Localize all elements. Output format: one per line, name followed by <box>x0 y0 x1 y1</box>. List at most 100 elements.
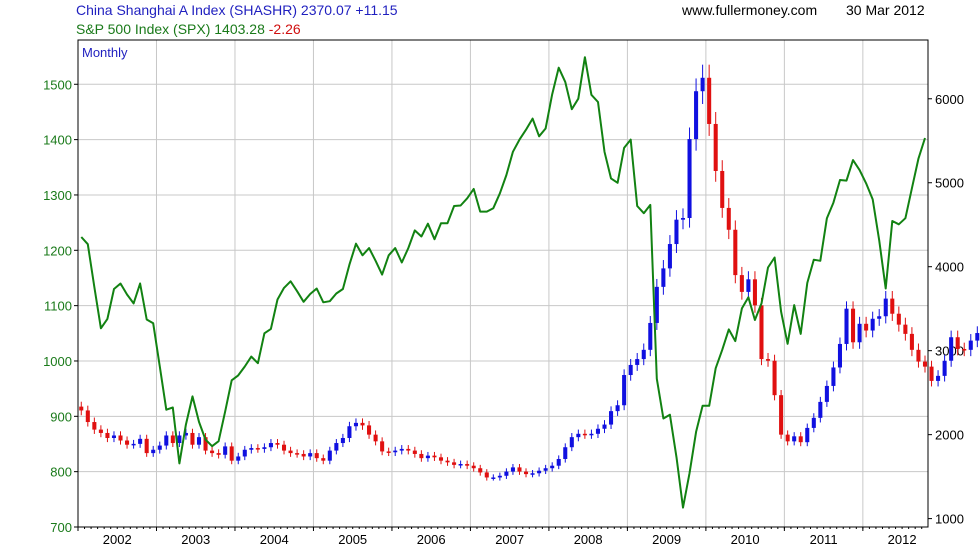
x-axis-tick-label: 2002 <box>103 532 132 547</box>
candle-body <box>929 366 934 381</box>
x-axis-tick-label: 2010 <box>731 532 760 547</box>
candle-body <box>713 123 718 171</box>
left-axis-tick-label: 1500 <box>43 77 72 92</box>
right-axis-tick-label: 5000 <box>935 176 964 191</box>
candle-body <box>792 436 797 442</box>
candle-body <box>851 308 856 343</box>
series2-change: -2.26 <box>268 21 301 37</box>
candle-body <box>602 424 607 429</box>
candle-body <box>465 464 470 466</box>
candle-body <box>870 318 875 331</box>
candle-body <box>661 268 666 287</box>
candle-body <box>144 438 149 454</box>
candle-body <box>949 337 954 361</box>
candle-body <box>471 465 476 469</box>
candle-body <box>844 308 849 344</box>
candle-body <box>543 468 548 471</box>
candle-body <box>170 435 175 444</box>
spx-line <box>80 56 926 509</box>
right-axis-tick-label: 2000 <box>935 428 964 443</box>
candle-body <box>458 464 463 466</box>
candle-body <box>537 470 542 474</box>
candle-body <box>367 425 372 435</box>
candle-body <box>164 435 169 446</box>
candle-body <box>85 410 90 423</box>
right-axis-tick-label: 6000 <box>935 92 964 107</box>
series2-legend: S&P 500 Index (SPX) 1403.28 -2.26 <box>76 21 301 37</box>
candle-body <box>700 77 705 92</box>
candle-body <box>635 359 640 365</box>
candle-body <box>962 348 967 351</box>
candle-body <box>615 405 620 412</box>
candle-body <box>975 333 980 341</box>
candle-body <box>308 453 313 457</box>
candle-body <box>877 316 882 319</box>
candle-body <box>831 367 836 386</box>
candle-body <box>622 375 627 406</box>
candle-body <box>262 447 267 449</box>
frequency-label: Monthly <box>82 45 128 60</box>
candle-body <box>190 432 195 445</box>
candle-body <box>569 437 574 448</box>
right-axis-tick-label: 1000 <box>935 512 964 527</box>
candle-body <box>955 337 960 349</box>
left-axis-tick-label: 1100 <box>44 299 72 314</box>
candle-body <box>334 443 339 451</box>
candle-body <box>452 462 457 465</box>
candle-body <box>105 432 110 438</box>
candle-body <box>360 422 365 426</box>
candle-body <box>131 443 136 446</box>
series1-name: China Shanghai A Index (SHASHR) <box>76 2 298 18</box>
x-axis-tick-label: 2004 <box>260 532 289 547</box>
candle-body <box>412 450 417 454</box>
candle-body <box>196 437 202 445</box>
candle-body <box>523 471 529 475</box>
left-axis-tick-label: 1000 <box>43 354 72 369</box>
candle-body <box>419 453 424 459</box>
candle-body <box>609 411 614 425</box>
candle-body <box>484 472 489 478</box>
left-axis-tick-label: 800 <box>50 465 72 480</box>
candle-body <box>288 450 293 454</box>
candle-body <box>752 279 757 306</box>
x-axis-tick-label: 2012 <box>888 532 917 547</box>
candle-body <box>79 406 84 411</box>
left-axis-tick-label: 1300 <box>43 188 72 203</box>
candle-body <box>968 340 973 350</box>
series1-legend: China Shanghai A Index (SHASHR) 2370.07 … <box>76 2 398 18</box>
candle-body <box>353 422 358 427</box>
candle-body <box>864 323 869 331</box>
plot-frame <box>77 39 929 528</box>
candle-body <box>890 298 895 314</box>
candle-body <box>92 422 97 430</box>
candle-body <box>275 443 280 445</box>
candle-body <box>811 417 816 428</box>
date-label: 30 Mar 2012 <box>846 2 925 18</box>
series1-last: 2370.07 <box>300 2 352 18</box>
candle-body <box>380 441 385 452</box>
candle-body <box>242 449 247 457</box>
candle-body <box>772 360 777 396</box>
candle-body <box>824 385 829 402</box>
candle-body <box>236 456 241 461</box>
candle-body <box>98 429 103 433</box>
candle-body <box>151 449 156 454</box>
website-label: www.fullermoney.com <box>682 2 818 18</box>
candle-body <box>707 77 712 124</box>
candle-body <box>805 427 810 443</box>
candle-body <box>399 448 404 451</box>
candle-body <box>497 475 502 478</box>
candle-body <box>739 275 744 292</box>
series1-change: +11.15 <box>355 2 398 18</box>
candle-body <box>896 313 901 325</box>
candle-body <box>694 91 699 140</box>
candle-body <box>386 451 391 453</box>
x-axis-tick-label: 2003 <box>181 532 210 547</box>
candle-body <box>582 433 587 436</box>
candle-body <box>720 170 725 208</box>
candle-body <box>765 359 771 361</box>
candle-body <box>301 453 306 457</box>
x-axis-tick-label: 2005 <box>338 532 367 547</box>
candle-body <box>909 333 914 350</box>
